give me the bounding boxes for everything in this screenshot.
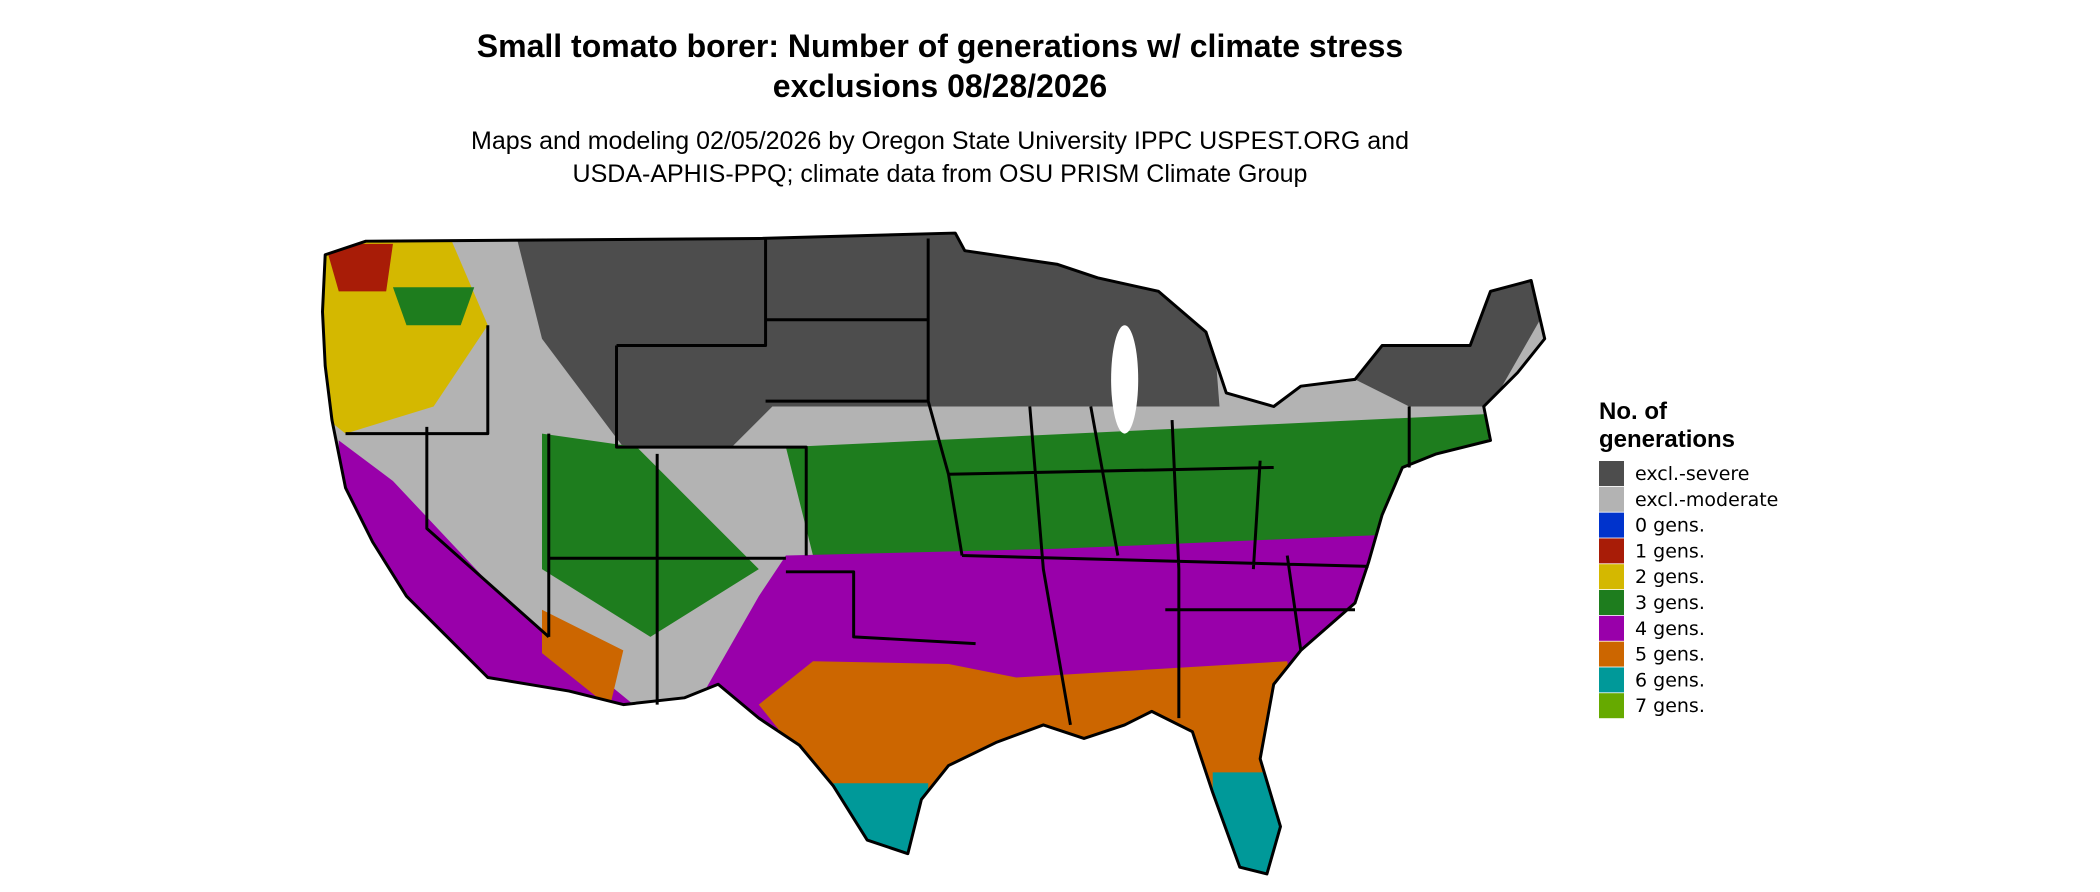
- legend-label: excl.-severe: [1635, 463, 1750, 485]
- subtitle-line: USDA-APHIS-PPQ; climate data from OSU PR…: [573, 160, 1308, 188]
- legend-swatch: [1599, 590, 1624, 615]
- legend-swatch: [1599, 693, 1624, 719]
- legend-swatch: [1599, 564, 1624, 590]
- legend-title: generations: [1599, 426, 1735, 453]
- title-line: Small tomato borer: Number of generation…: [477, 28, 1403, 64]
- legend-label: 6 gens.: [1635, 669, 1705, 691]
- legend-label: 0 gens.: [1635, 515, 1705, 537]
- subtitle-line: Maps and modeling 02/05/2026 by Oregon S…: [471, 127, 1409, 155]
- legend-label: excl.-moderate: [1635, 489, 1778, 511]
- region: [338, 440, 637, 708]
- legend-label: 1 gens.: [1635, 540, 1705, 562]
- legend-title: No. of: [1599, 398, 1668, 425]
- region: [542, 609, 624, 708]
- state-borders: [345, 238, 1411, 726]
- legend-swatch: [1599, 615, 1624, 641]
- legend-label: 4 gens.: [1635, 618, 1705, 640]
- legend-swatch: [1599, 538, 1624, 564]
- title-line: exclusions 08/28/2026: [773, 68, 1107, 104]
- region: [704, 535, 1376, 739]
- lake: [1111, 325, 1139, 434]
- us-map: [320, 231, 1547, 876]
- legend-swatch: [1599, 486, 1624, 512]
- region: [514, 233, 1220, 448]
- legend-label: 7 gens.: [1635, 695, 1705, 717]
- map-regions: [322, 233, 1545, 874]
- legend-label: 5 gens.: [1635, 644, 1705, 666]
- legend-label: 3 gens.: [1635, 592, 1705, 614]
- region: [392, 287, 475, 326]
- region: [325, 243, 393, 292]
- legend-swatch: [1599, 461, 1624, 486]
- legend-swatch: [1599, 667, 1624, 693]
- region: [542, 433, 759, 637]
- legend: excl.-severe excl.-moderate 0 gens. 1 gens.…: [1599, 461, 1778, 719]
- legend-label: 2 gens.: [1635, 566, 1705, 588]
- legend-swatch: [1599, 641, 1624, 667]
- legend-swatch: [1599, 512, 1624, 538]
